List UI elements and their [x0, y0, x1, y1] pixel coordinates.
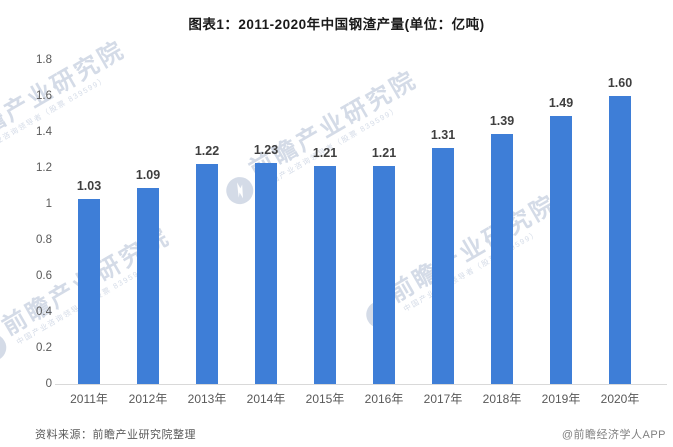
bar-value-label: 1.49	[548, 96, 574, 110]
app-credit: @前瞻经济学人APP	[561, 429, 666, 441]
y-axis-tick-label: 1.2	[36, 162, 52, 174]
watermark-subtext: 中国产业咨询领导者（股票 839599）	[0, 74, 109, 160]
bar	[78, 199, 100, 384]
source-note: 资料来源：前瞻产业研究院整理	[35, 429, 196, 441]
bar	[255, 163, 277, 384]
bar	[196, 164, 218, 384]
x-axis-category-label: 2017年	[423, 392, 463, 406]
bar-value-label: 1.39	[489, 114, 515, 128]
x-axis-category-label: 2020年	[600, 392, 640, 406]
x-axis-category-label: 2015年	[305, 392, 345, 406]
qianzhan-logo-icon	[226, 177, 254, 205]
y-axis-tick-label: 1.6	[36, 90, 52, 102]
bar-value-label: 1.23	[253, 143, 279, 157]
bar-value-label: 1.60	[607, 76, 633, 90]
x-axis-category-label: 2018年	[482, 392, 522, 406]
watermark-subtext: 中国产业咨询领导者（股票 839599）	[261, 104, 401, 190]
bar	[373, 166, 395, 384]
bar	[491, 134, 513, 384]
x-axis-category-label: 2016年	[364, 392, 404, 406]
watermark-text: 前瞻产业研究院	[384, 189, 563, 308]
x-axis-category-label: 2011年	[70, 392, 108, 406]
bar-value-label: 1.21	[312, 146, 338, 160]
bar-value-label: 1.03	[76, 179, 102, 193]
y-axis-tick-label: 0.2	[36, 342, 52, 354]
y-axis-tick-label: 1.8	[36, 54, 52, 66]
y-axis-tick-label: 0.8	[36, 234, 52, 246]
bar-value-label: 1.31	[430, 128, 456, 142]
bar	[137, 188, 159, 384]
x-axis-category-label: 2013年	[187, 392, 227, 406]
y-axis-tick-label: 1	[45, 198, 52, 210]
y-axis-tick-label: 0.4	[36, 306, 52, 318]
x-axis-category-label: 2014年	[246, 392, 286, 406]
bar	[609, 96, 631, 384]
y-axis-tick-label: 0.6	[36, 270, 52, 282]
bar-value-label: 1.21	[371, 146, 397, 160]
x-axis-category-label: 2019年	[541, 392, 581, 406]
watermark-subtext: 中国产业咨询领导者（股票 839599）	[401, 228, 541, 314]
x-axis-line	[55, 384, 667, 385]
bar	[432, 148, 454, 384]
y-axis-tick-label: 1.4	[36, 126, 52, 138]
bar-value-label: 1.09	[135, 168, 161, 182]
chart-title: 图表1：2011-2020年中国钢渣产量(单位：亿吨)	[188, 17, 485, 32]
watermark-text-block: 前瞻产业研究院中国产业咨询领导者（股票 839599）	[384, 189, 567, 317]
y-axis-tick-label: 0	[45, 378, 52, 390]
bar	[550, 116, 572, 384]
bar	[314, 166, 336, 384]
bar-value-label: 1.22	[194, 144, 220, 158]
x-axis-category-label: 2012年	[128, 392, 168, 406]
